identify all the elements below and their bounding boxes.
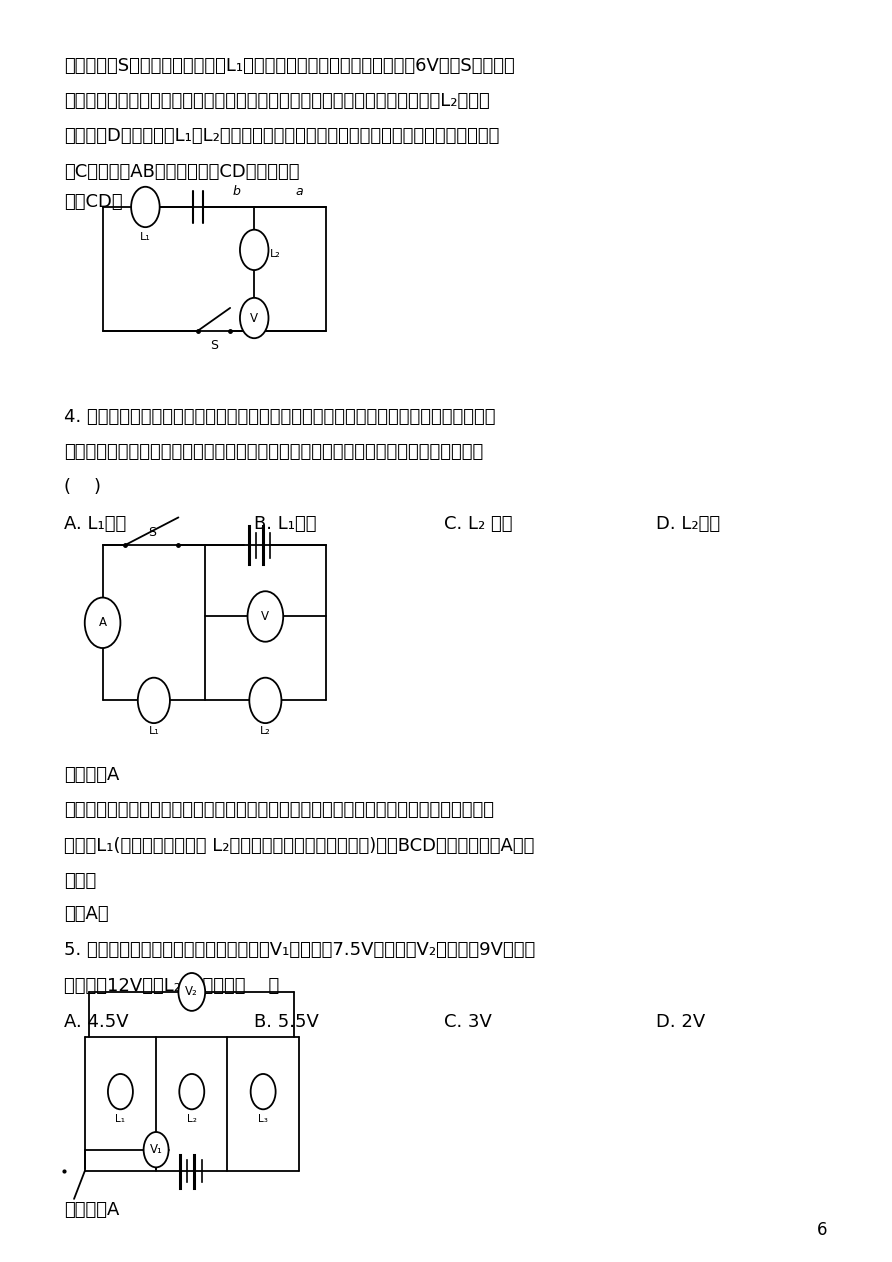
Text: 电压，故D对，又因为L₁与L₂串联，电路两端的总电压等于各部分电路之间的电压之和，: 电压，故D对，又因为L₁与L₂串联，电路两端的总电压等于各部分电路之间的电压之和… (64, 127, 500, 145)
Circle shape (240, 298, 268, 338)
Text: 【答案】A: 【答案】A (64, 1201, 120, 1219)
Circle shape (137, 678, 169, 723)
Text: V₁: V₁ (150, 1143, 162, 1156)
Text: B. L₁短路: B. L₁短路 (254, 515, 317, 533)
Text: L₂: L₂ (186, 1114, 197, 1124)
Text: A. 4.5V: A. 4.5V (64, 1013, 128, 1031)
Text: L₁: L₁ (148, 726, 160, 736)
Text: L₂: L₂ (270, 249, 281, 259)
Circle shape (179, 1074, 204, 1109)
Text: D. L₂短路: D. L₂短路 (656, 515, 720, 533)
Circle shape (251, 1074, 276, 1109)
Circle shape (240, 230, 268, 270)
Text: A. L₁断路: A. L₁断路 (64, 515, 127, 533)
Text: V: V (251, 312, 258, 324)
Text: b: b (233, 186, 240, 198)
Circle shape (131, 187, 160, 227)
Text: 【解析】电流表的示数为零，表明电路中某处断路，又因为电压表示数也为零，表明断路的: 【解析】电流表的示数为零，表明电路中某处断路，又因为电压表示数也为零，表明断路的 (64, 801, 494, 819)
Text: L₂: L₂ (260, 726, 271, 736)
Text: 题意。: 题意。 (64, 872, 96, 890)
Text: A: A (99, 616, 106, 630)
Text: C. 3V: C. 3V (444, 1013, 492, 1031)
Text: 故选CD。: 故选CD。 (64, 193, 123, 211)
Text: L₃: L₃ (258, 1114, 268, 1124)
Text: 时都不亮了，且电压表和电流表的示数均变为零。如果电路只有一处故障，则故障可能是: 时都不亮了，且电压表和电流表的示数均变为零。如果电路只有一处故障，则故障可能是 (64, 443, 483, 461)
Text: a: a (295, 186, 302, 198)
Circle shape (250, 678, 282, 723)
Text: (    ): ( ) (64, 478, 101, 496)
Circle shape (144, 1132, 169, 1167)
Text: 5. 如图所示的电路中，闭合开关，电压表V₁的示数是7.5V，电压表V₂的示数为9V，若电: 5. 如图所示的电路中，闭合开关，电压表V₁的示数是7.5V，电压表V₂的示数为… (64, 941, 535, 959)
Text: V: V (261, 610, 269, 623)
Text: 源电压为12V，则L₂两端电压是（    ）: 源电压为12V，则L₂两端电压是（ ） (64, 977, 279, 994)
Text: 故C也对，故AB不符合题意，CD符合题意。: 故C也对，故AB不符合题意，CD符合题意。 (64, 163, 300, 180)
Text: 故选A。: 故选A。 (64, 905, 109, 923)
Text: 是电灯L₁(如果断路的是电灯 L₂，则电压表示数约为电源电压)，故BCD不符合题意，A符合: 是电灯L₁(如果断路的是电灯 L₂，则电压表示数约为电源电压)，故BCD不符合题… (64, 837, 534, 854)
Text: B. 5.5V: B. 5.5V (254, 1013, 319, 1031)
Circle shape (108, 1074, 133, 1109)
Text: S: S (148, 526, 155, 539)
Text: L₁: L₁ (115, 1114, 126, 1124)
Text: 【解析】当S断开时，电压表通过L₁与电源的两极相连，测得电源电压是6V，当S闭合时，: 【解析】当S断开时，电压表通过L₁与电源的两极相连，测得电源电压是6V，当S闭合… (64, 57, 515, 74)
Text: V₂: V₂ (186, 986, 198, 998)
Text: L₁: L₁ (140, 232, 151, 242)
Text: C. L₂ 断路: C. L₂ 断路 (444, 515, 513, 533)
Circle shape (85, 598, 120, 649)
Text: 【答案】A: 【答案】A (64, 766, 120, 784)
Text: 6: 6 (817, 1222, 828, 1239)
Circle shape (178, 973, 205, 1011)
Circle shape (247, 591, 283, 642)
Text: 4. 如图所示电路，两盏相同的电灯在闭合开关后都能发光。过了一会儿，两盏电灯突然同: 4. 如图所示电路，两盏相同的电灯在闭合开关后都能发光。过了一会儿，两盏电灯突然… (64, 408, 496, 425)
Text: 电路是通路，电压表测的不再是电源电压，等效电路图如图所示，电压表测的是L₂两端的: 电路是通路，电压表测的不再是电源电压，等效电路图如图所示，电压表测的是L₂两端的 (64, 92, 490, 110)
Text: D. 2V: D. 2V (656, 1013, 705, 1031)
Text: S: S (211, 339, 218, 352)
